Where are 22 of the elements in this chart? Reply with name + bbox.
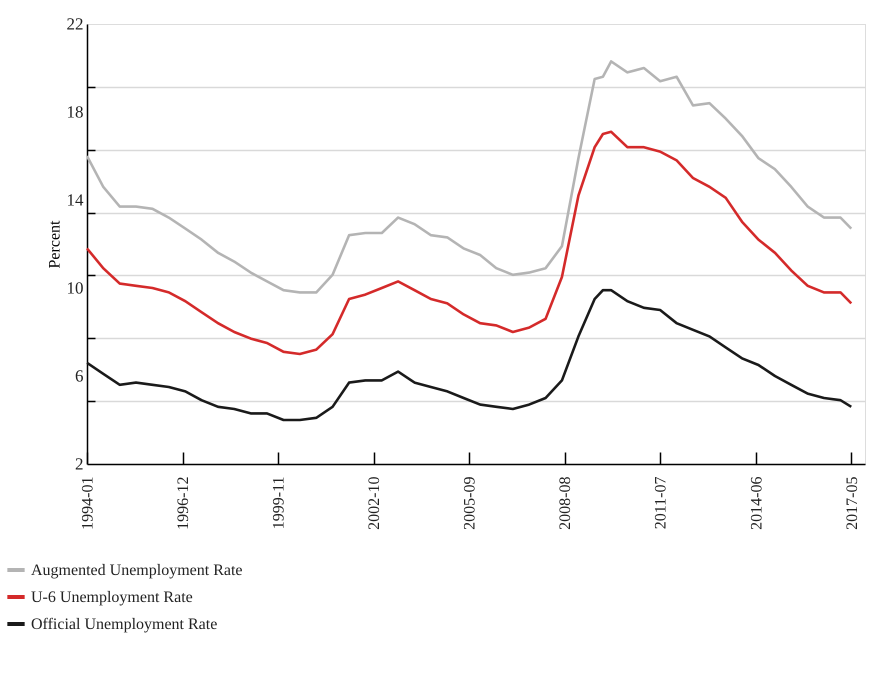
x-tick-label: 2005-09	[462, 476, 479, 530]
y-tick-label: 6	[75, 366, 84, 386]
y-tick-label: 2	[75, 454, 84, 474]
legend-label: Augmented Unemployment Rate	[31, 562, 243, 579]
x-tick-label: 2011-07	[652, 476, 670, 530]
y-tick-label: 10	[66, 278, 84, 298]
y-tick-label: 14	[66, 190, 84, 210]
x-tick-label: 1996-12	[175, 476, 192, 530]
y-tick-label: 22	[66, 14, 84, 34]
y-axis-title: Percent	[46, 220, 64, 268]
x-tick-label: 2017-05	[844, 476, 861, 530]
legend-label: Official Unemployment Rate	[31, 616, 218, 633]
x-tick-label: 2014-06	[748, 476, 766, 530]
x-tick-label: 2002-10	[366, 476, 384, 530]
x-tick-label: 1999-11	[270, 476, 288, 530]
line-series	[86, 130, 853, 356]
x-tick-label: 1994-01	[80, 476, 96, 530]
x-tick-label: 2008-08	[557, 476, 574, 530]
line-series	[86, 288, 853, 422]
line-series	[86, 60, 853, 294]
y-tick-label: 18	[66, 102, 84, 122]
legend-label: U-6 Unemployment Rate	[31, 589, 193, 606]
